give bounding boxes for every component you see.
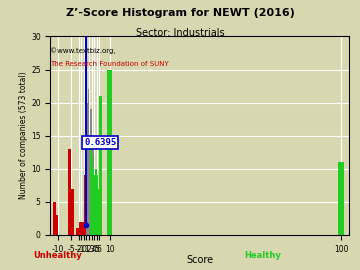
Text: Sector: Industrials: Sector: Industrials <box>136 28 224 38</box>
Bar <box>90 142 91 235</box>
Bar <box>94 176 95 235</box>
Bar <box>91 156 93 235</box>
Bar <box>81 222 84 235</box>
Bar <box>93 149 94 235</box>
Bar <box>79 222 81 235</box>
Bar <box>89 142 90 235</box>
Bar <box>99 96 102 235</box>
Bar <box>55 215 58 235</box>
Bar <box>338 162 344 235</box>
Y-axis label: Number of companies (573 total): Number of companies (573 total) <box>19 72 28 200</box>
Text: Unhealthy: Unhealthy <box>33 251 82 260</box>
Bar <box>53 202 55 235</box>
Bar <box>97 176 98 235</box>
Bar <box>93 169 94 235</box>
Bar <box>68 149 71 235</box>
Bar <box>95 169 97 235</box>
Text: Healthy: Healthy <box>244 251 281 260</box>
Bar <box>84 176 85 235</box>
Bar <box>71 188 73 235</box>
Text: 0.6395: 0.6395 <box>84 138 116 147</box>
Bar <box>76 228 79 235</box>
Bar <box>85 156 86 235</box>
Bar <box>91 149 93 235</box>
Bar <box>88 89 89 235</box>
Bar <box>86 103 88 235</box>
X-axis label: Score: Score <box>186 255 213 265</box>
Bar <box>107 69 112 235</box>
Text: ©www.textbiz.org,: ©www.textbiz.org, <box>50 47 116 54</box>
Text: The Research Foundation of SUNY: The Research Foundation of SUNY <box>50 61 169 67</box>
Bar <box>98 188 99 235</box>
Text: Z’-Score Histogram for NEWT (2016): Z’-Score Histogram for NEWT (2016) <box>66 8 294 18</box>
Bar <box>90 109 91 235</box>
